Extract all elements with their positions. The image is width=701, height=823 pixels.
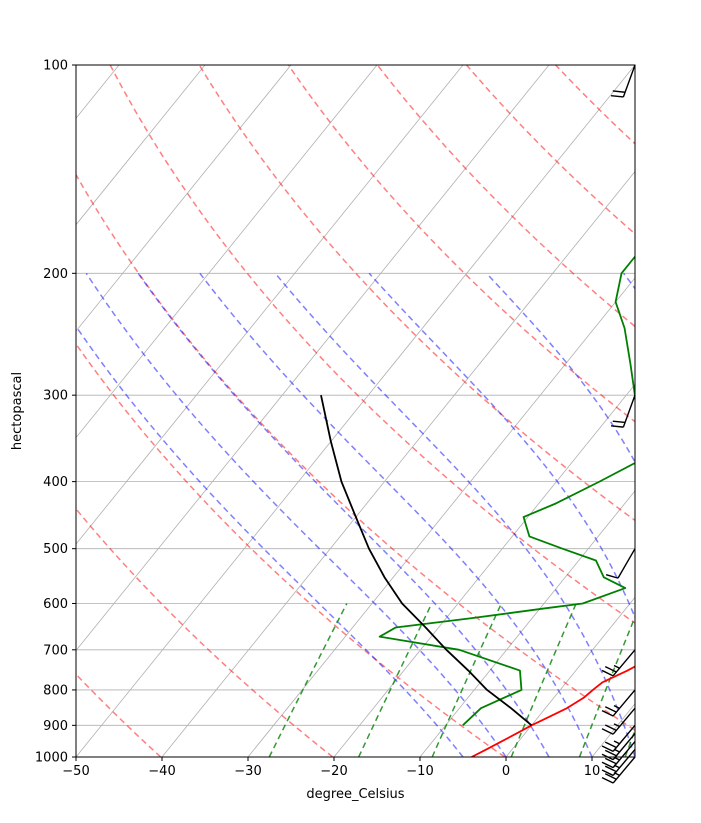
wind-barb-staff bbox=[612, 724, 636, 752]
wind-barb-flag bbox=[604, 773, 617, 780]
y-axis-label: hectopascal bbox=[10, 372, 25, 450]
wind-barb-flag bbox=[604, 665, 617, 673]
x-tick-label: −10 bbox=[406, 764, 433, 779]
wind-barb-flag bbox=[601, 777, 614, 784]
isotherm-gridline bbox=[76, 65, 378, 439]
moist-adiabat bbox=[199, 272, 593, 757]
wind-barb-half-flag bbox=[613, 740, 620, 745]
wind-barb-flag bbox=[601, 761, 614, 769]
wind-barb bbox=[610, 394, 636, 428]
moist-adiabat bbox=[274, 272, 635, 757]
wind-barb-flag bbox=[604, 757, 617, 765]
x-tick-label: 0 bbox=[502, 764, 510, 779]
wind-barb-flag bbox=[601, 669, 614, 677]
y-tick-label: 500 bbox=[43, 542, 68, 557]
isotherm-gridline bbox=[76, 65, 550, 652]
mixing-ratio-line bbox=[431, 603, 503, 757]
wind-barb bbox=[601, 649, 636, 677]
x-tick-label: −30 bbox=[234, 764, 261, 779]
wind-barb-flag bbox=[604, 706, 617, 713]
isotherm-gridline bbox=[333, 383, 635, 757]
wind-barb-flag bbox=[612, 420, 626, 424]
wind-barb-flag bbox=[610, 425, 624, 428]
isotherm-gridline bbox=[247, 277, 635, 757]
wind-barb bbox=[601, 741, 636, 769]
x-axis-label: degree_Celsius bbox=[306, 787, 404, 802]
y-tick-label: 700 bbox=[43, 643, 68, 658]
wind-barb-staff bbox=[612, 649, 636, 677]
parcel-profile-line bbox=[320, 394, 533, 727]
wind-barb-half-flag bbox=[613, 704, 620, 709]
mixing-ratio-line bbox=[358, 603, 433, 757]
y-tick-label: 1000 bbox=[35, 751, 68, 766]
dry-adiabat bbox=[76, 173, 635, 732]
y-tick-label: 300 bbox=[43, 389, 68, 404]
dry-adiabat bbox=[76, 507, 334, 757]
wind-barb bbox=[605, 548, 636, 579]
wind-barb-flag bbox=[604, 724, 617, 732]
wind-barb-staff bbox=[622, 64, 636, 98]
wind-barb-flag bbox=[610, 94, 624, 98]
isotherm-gridline bbox=[76, 65, 206, 226]
wind-barb-flag bbox=[605, 574, 619, 579]
x-tick-label: −40 bbox=[148, 764, 175, 779]
wind-barb-staff bbox=[612, 733, 636, 761]
x-tick-label: 10 bbox=[584, 764, 601, 779]
mixing-ratio-line bbox=[510, 603, 577, 757]
wind-barb-staff bbox=[612, 741, 636, 769]
dewpoint-profile-line bbox=[378, 255, 635, 726]
wind-barb-flag bbox=[601, 745, 614, 753]
wind-barb-flag bbox=[604, 749, 617, 757]
background-lines bbox=[76, 65, 635, 757]
wind-barb-flag bbox=[601, 769, 614, 777]
wind-barb-half-flag bbox=[613, 723, 620, 728]
y-tick-label: 400 bbox=[43, 475, 68, 490]
mixing-ratio-line bbox=[268, 603, 348, 757]
dry-adiabat bbox=[376, 65, 635, 328]
wind-barb-flag bbox=[612, 90, 626, 93]
wind-barb-flag bbox=[604, 741, 617, 749]
wind-barb-staff bbox=[622, 394, 636, 428]
y-tick-label: 600 bbox=[43, 597, 68, 612]
wind-barb-flag bbox=[604, 765, 617, 773]
wind-barb-staff bbox=[612, 748, 636, 776]
temperature-profile-line bbox=[471, 665, 635, 757]
mixing-ratio-line bbox=[578, 615, 635, 757]
isotherm-gridline bbox=[161, 170, 635, 757]
plot-frame bbox=[75, 64, 636, 758]
wind-barbs bbox=[601, 64, 636, 784]
wind-barb-staff bbox=[612, 707, 636, 735]
dry-adiabat bbox=[76, 342, 506, 757]
wind-barb-flag bbox=[601, 728, 614, 735]
y-tick-label: 900 bbox=[43, 719, 68, 734]
isotherm-gridline bbox=[419, 490, 635, 757]
y-tick-label: 800 bbox=[43, 683, 68, 698]
wind-barb bbox=[610, 64, 636, 98]
dry-adiabat bbox=[109, 65, 635, 624]
wind-barb-flag bbox=[601, 709, 614, 717]
moist-adiabat bbox=[368, 272, 635, 620]
isotherm-gridline bbox=[76, 65, 635, 757]
wind-barb bbox=[601, 707, 636, 735]
x-tick-label: −50 bbox=[62, 764, 89, 779]
wind-barb-staff bbox=[612, 689, 636, 717]
moist-adiabat bbox=[137, 272, 550, 757]
profile-lines bbox=[320, 255, 635, 757]
wind-barb-half-flag bbox=[613, 664, 620, 669]
dry-adiabat bbox=[287, 65, 635, 423]
y-tick-label: 200 bbox=[43, 267, 68, 282]
y-tick-label: 100 bbox=[43, 59, 68, 74]
isotherm-gridline bbox=[505, 596, 635, 757]
wind-barb-staff bbox=[612, 756, 636, 784]
moist-adiabat bbox=[76, 325, 464, 757]
wind-barb-staff bbox=[617, 548, 636, 579]
wind-barb bbox=[601, 724, 636, 753]
x-tick-label: −20 bbox=[320, 764, 347, 779]
wind-barb bbox=[601, 689, 636, 717]
isotherm-gridline bbox=[76, 65, 292, 332]
isotherm-gridline bbox=[76, 65, 464, 545]
